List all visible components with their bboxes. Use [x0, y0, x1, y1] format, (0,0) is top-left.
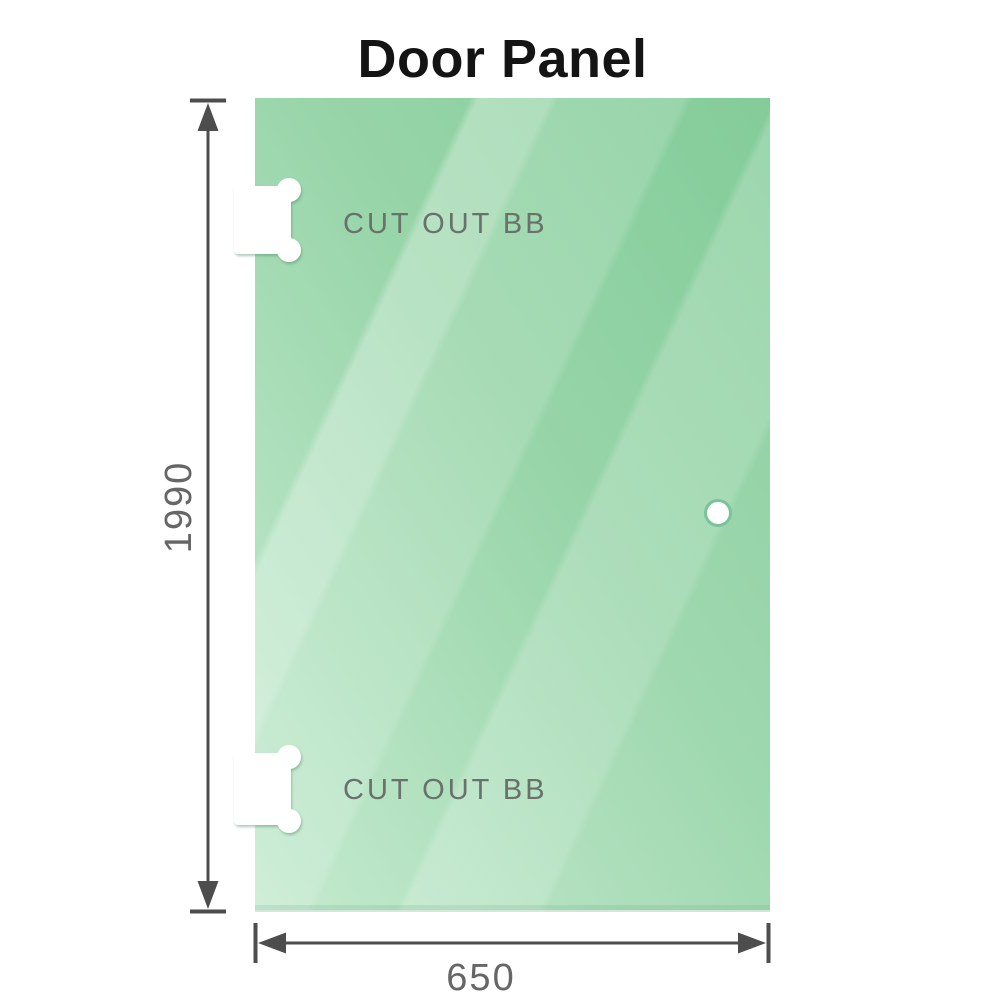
cutout-label-bottom: CUT OUT BB — [343, 774, 548, 806]
arrow-right-icon — [738, 932, 766, 954]
width-dimension: 650 — [253, 923, 771, 999]
cutout-label-top: CUT OUT BB — [343, 208, 548, 240]
height-dimension: 1990 — [158, 98, 226, 914]
height-dimension-label: 1990 — [158, 461, 200, 554]
glass-panel: CUT OUT BB CUT OUT BB — [255, 98, 770, 912]
arrow-left-icon — [258, 932, 286, 954]
arrow-down-icon — [197, 881, 219, 909]
arrow-up-icon — [197, 103, 219, 131]
width-dimension-label: 650 — [446, 957, 515, 999]
diagram-title: Door Panel — [357, 29, 648, 89]
